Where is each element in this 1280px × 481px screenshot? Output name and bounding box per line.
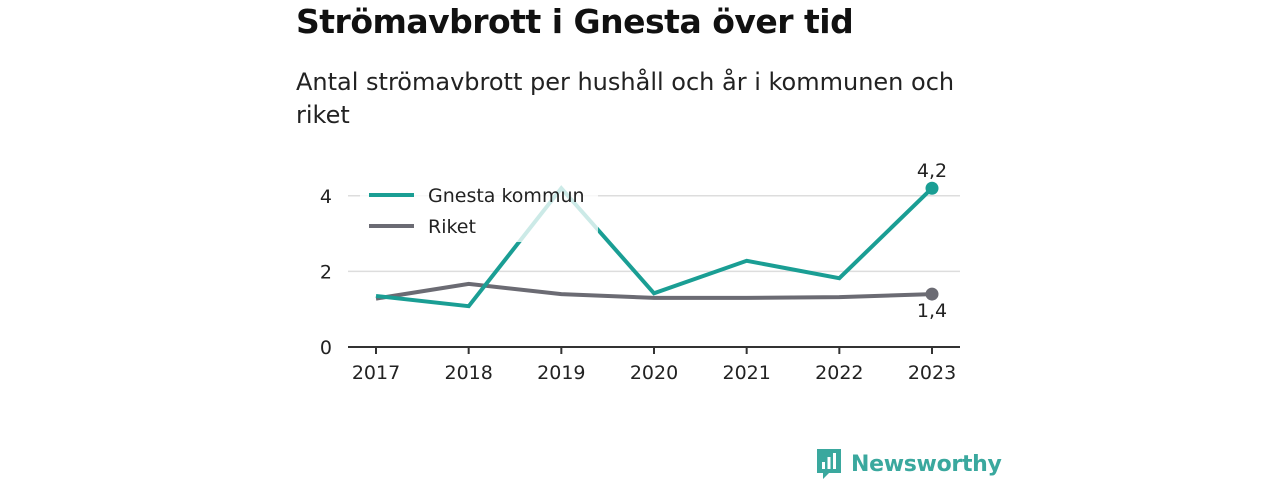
x-tick-label: 2019 [537, 362, 585, 384]
series-line-riket [375, 281, 933, 301]
x-tick-label: 2021 [722, 362, 770, 384]
chart-title: Strömavbrott i Gnesta över tid [296, 2, 854, 41]
legend-background [360, 178, 598, 242]
end-value-label: 4,2 [917, 160, 947, 182]
end-point-marker [925, 181, 939, 195]
series-line-gnesta [375, 185, 934, 309]
y-tick-label: 2 [320, 261, 332, 283]
end-value-label: 1,4 [917, 300, 947, 322]
x-tick-label: 2017 [352, 362, 400, 384]
brand-logo: Newsworthy [815, 447, 1002, 481]
x-tick-label: 2020 [630, 362, 678, 384]
legend: Gnesta kommun Riket [360, 178, 598, 242]
newsworthy-logo-icon [817, 449, 841, 479]
brand-name: Newsworthy [851, 451, 1002, 477]
x-tick-label: 2018 [444, 362, 492, 384]
y-tick-label: 4 [320, 186, 332, 208]
legend-label: Gnesta kommun [428, 185, 585, 207]
legend-label: Riket [428, 216, 476, 238]
chart-subtitle: Antal strömavbrott per hushåll och år i … [296, 68, 955, 129]
x-tick-label: 2023 [908, 362, 956, 384]
x-tick-label: 2022 [815, 362, 863, 384]
y-tick-label: 0 [320, 337, 332, 359]
end-point-marker [925, 287, 939, 301]
